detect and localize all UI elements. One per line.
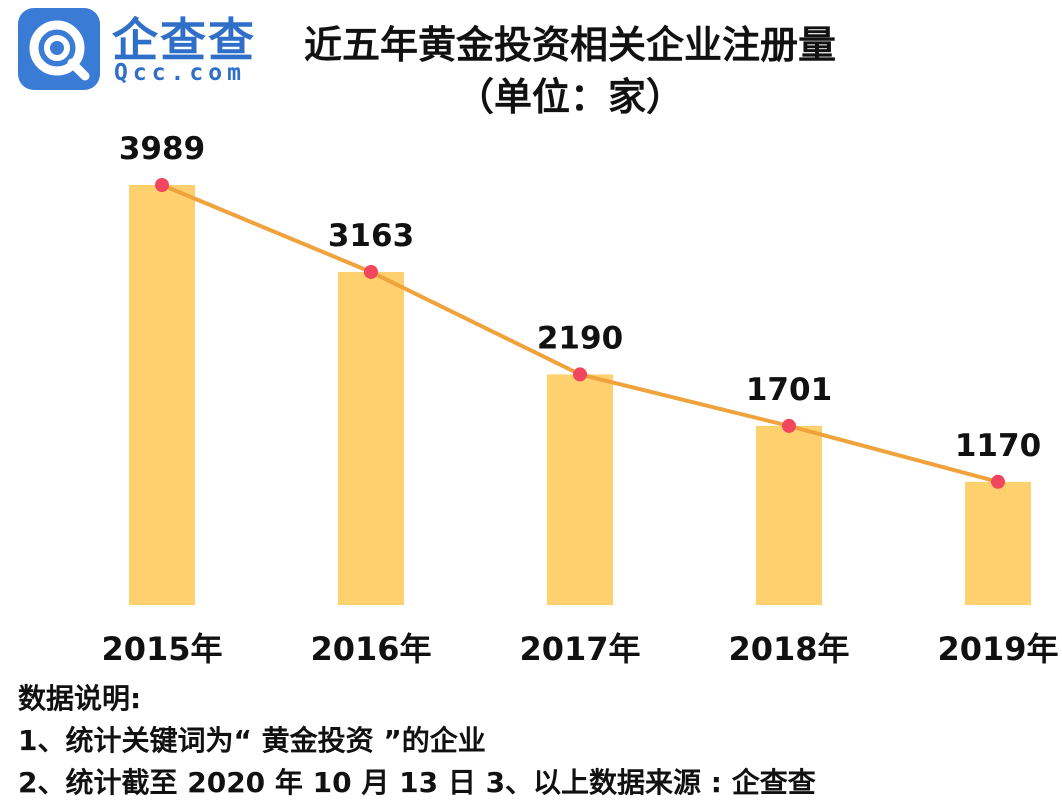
qcc-logo-icon	[18, 8, 100, 90]
bar	[129, 185, 195, 605]
data-point	[155, 178, 169, 192]
x-tick-label: 2015年	[101, 630, 222, 668]
brand-name-en: Qcc.com	[114, 60, 246, 86]
bar	[547, 374, 613, 605]
data-label: 3989	[119, 131, 205, 167]
data-point	[991, 474, 1005, 489]
data-label: 1701	[746, 372, 832, 408]
notes-heading: 数据说明:	[18, 682, 142, 715]
x-tick-label: 2018年	[728, 630, 849, 668]
data-notes: 数据说明: 1、统计关键词为“ 黄金投资 ”的企业 2、统计截至 2020 年 …	[18, 678, 816, 804]
x-tick-label: 2019年	[937, 630, 1058, 668]
notes-line-2: 2、统计截至 2020 年 10 月 13 日 3、以上数据来源 : 企查查	[18, 766, 816, 799]
bar	[338, 271, 404, 605]
data-label: 2190	[537, 320, 623, 356]
notes-line-1: 1、统计关键词为“ 黄金投资 ”的企业	[18, 724, 486, 757]
brand-name-cn: 企查查	[112, 13, 256, 67]
chart: 3989 2015年 3163 2016年 2190 2017年 1701 2018年 1170…	[101, 131, 1058, 668]
data-point	[573, 367, 587, 382]
chart-title: 近五年黄金投资相关企业注册量	[303, 23, 836, 67]
data-label: 3163	[328, 218, 414, 254]
chart-subtitle: （单位：家）	[455, 75, 684, 119]
bar	[965, 481, 1031, 605]
x-tick-label: 2017年	[519, 630, 640, 668]
x-tick-label: 2016年	[310, 630, 431, 668]
data-label: 1170	[955, 428, 1041, 464]
data-point	[364, 264, 378, 279]
data-point	[782, 418, 796, 433]
bar	[756, 425, 822, 605]
